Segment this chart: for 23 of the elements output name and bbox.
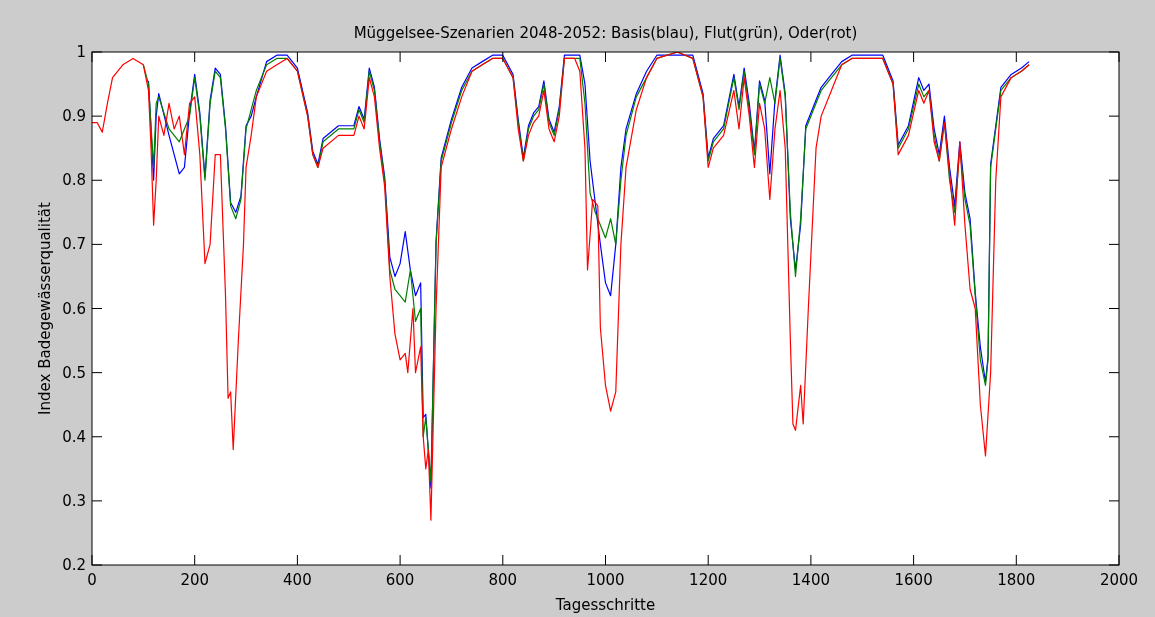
y-tick-label: 0.2 <box>62 556 86 574</box>
x-tick-label: 1800 <box>997 571 1036 589</box>
y-tick-label: 1 <box>76 43 86 61</box>
x-tick-label: 1000 <box>586 571 625 589</box>
x-tick-label: 1200 <box>689 571 728 589</box>
x-tick-label: 200 <box>180 571 210 589</box>
x-tick-label: 2000 <box>1099 571 1139 589</box>
x-tick-label: 400 <box>283 571 312 589</box>
y-tick-label: 0.3 <box>62 491 86 510</box>
y-tick-label: 0.4 <box>62 427 86 446</box>
x-axis-title: Tagesschritte <box>554 596 656 614</box>
y-tick-label: 0.8 <box>62 171 86 190</box>
y-tick-label: 0.6 <box>62 299 86 318</box>
x-tick-label: 600 <box>385 571 415 589</box>
x-tick-label: 1400 <box>791 571 830 589</box>
y-tick-label: 0.5 <box>62 363 86 382</box>
chart-title: Müggelsee-Szenarien 2048-2052: Basis(blau), Flut(grün), Oder(rot) <box>353 24 858 42</box>
x-tick-label: 1600 <box>894 571 933 589</box>
y-axis-title: Index Badegewässerqualität <box>36 202 54 415</box>
y-tick-label: 0.7 <box>62 235 86 254</box>
x-tick-label: 800 <box>488 571 518 589</box>
x-tick-label: 0 <box>87 571 97 589</box>
y-tick-label: 0.9 <box>62 107 86 126</box>
